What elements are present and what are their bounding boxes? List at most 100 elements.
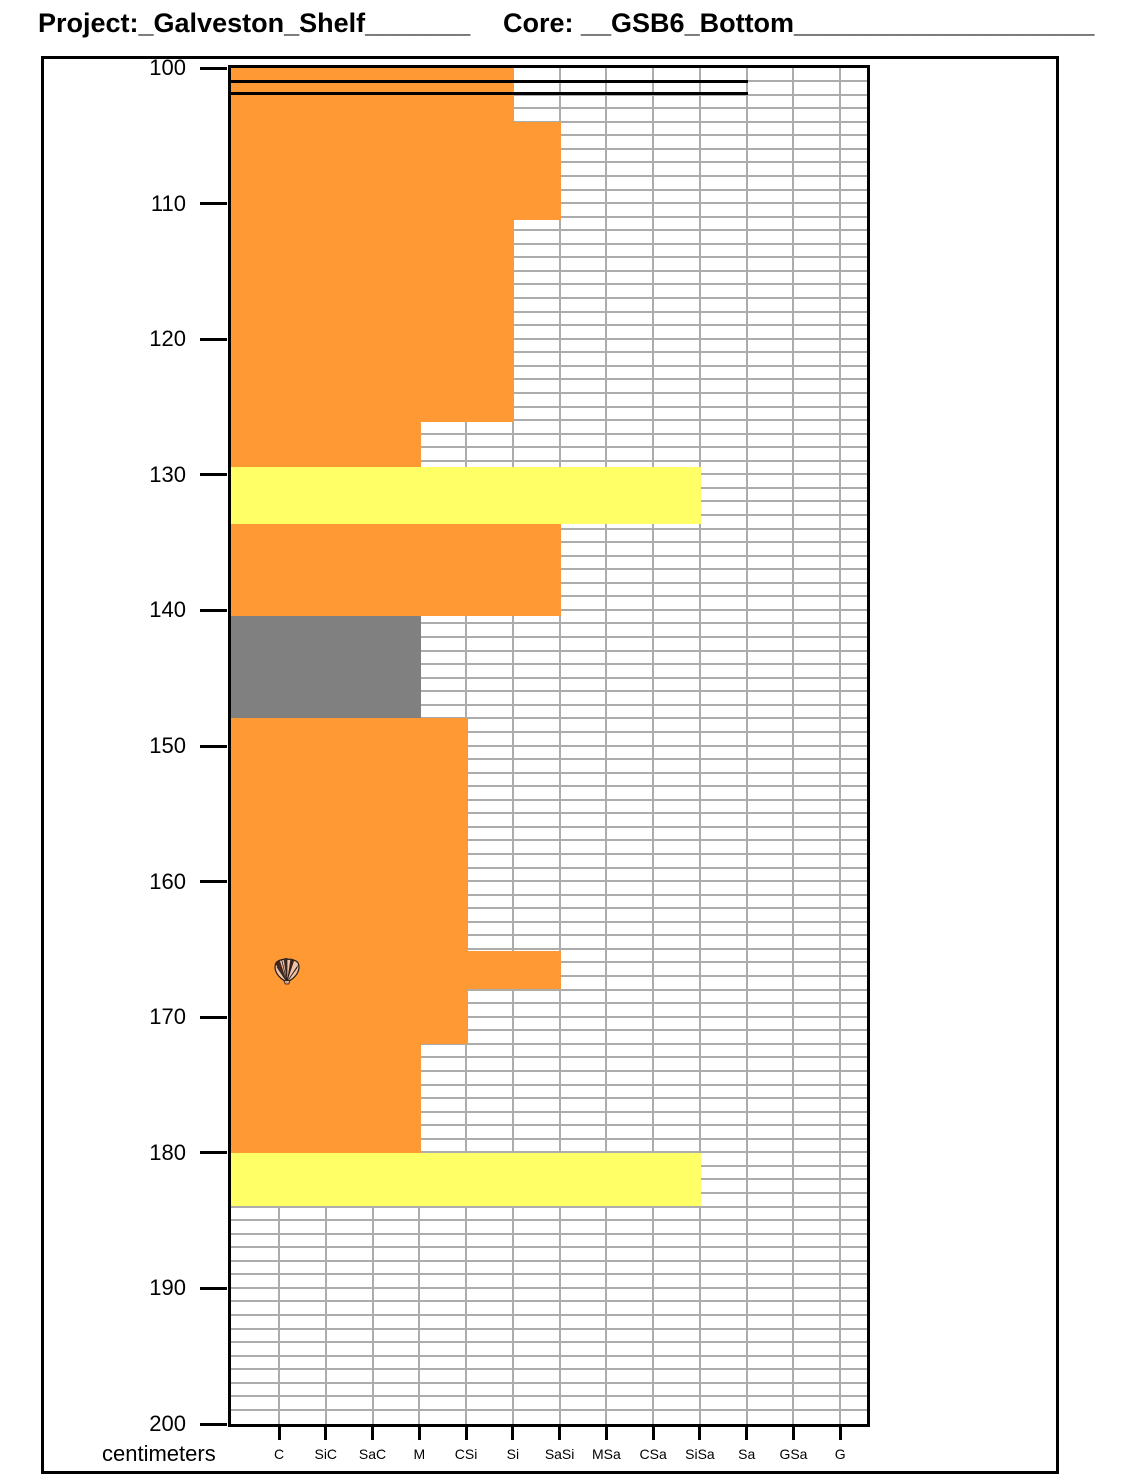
grain-size-tick: [604, 1427, 608, 1440]
grid-hline: [231, 1205, 867, 1208]
grid-hline: [231, 446, 867, 449]
grid-hline: [231, 1314, 867, 1317]
grid-hline: [231, 432, 867, 435]
grain-size-tick-label: C: [273, 1446, 285, 1462]
grid-hline: [231, 934, 867, 937]
depth-tick: [200, 473, 227, 477]
depth-tick-label: 170: [149, 1004, 186, 1030]
grid-hline: [231, 893, 867, 896]
grain-size-tick: [698, 1427, 702, 1440]
grain-size-tick-label: SaSi: [544, 1446, 575, 1462]
grid-hline: [231, 1368, 867, 1371]
grid-hline: [231, 1069, 867, 1072]
grid-hline: [231, 364, 867, 367]
grid-hline: [231, 1341, 867, 1344]
grain-size-tick-label: SiC: [314, 1446, 338, 1462]
grid-hline: [231, 636, 867, 639]
grid-hline: [231, 256, 867, 259]
grid-hline: [231, 1056, 867, 1059]
grain-size-tick-label: SiSa: [685, 1446, 715, 1462]
grid-hline: [231, 1151, 867, 1154]
grid-hline: [231, 1029, 867, 1032]
grid-vline: [558, 68, 561, 1424]
log-grid: [228, 65, 870, 1427]
grid-hline: [231, 459, 867, 462]
grid-hline: [231, 676, 867, 679]
grid-hline: [231, 1246, 867, 1249]
grid-hline: [231, 269, 867, 272]
depth-tick-label: 120: [149, 326, 186, 352]
grid-hline: [231, 771, 867, 774]
project-field: Project:_Galveston_Shelf_______: [38, 8, 471, 38]
lithology-bar-orange: [231, 219, 515, 422]
grid-hline: [231, 663, 867, 666]
grain-size-tick: [651, 1427, 655, 1440]
grain-size-tick-label: M: [413, 1446, 426, 1462]
grid-hline: [231, 1300, 867, 1303]
grid-vline: [792, 68, 795, 1424]
figure-frame: [41, 56, 1059, 1474]
grid-hline: [231, 839, 867, 842]
grain-size-tick-label: CSa: [639, 1446, 667, 1462]
depth-tick: [200, 1151, 227, 1155]
grid-hline: [231, 283, 867, 286]
grid-hline: [231, 812, 867, 815]
lithology-bar-yellow: [231, 1152, 702, 1206]
grid-hline: [231, 378, 867, 381]
grid-hline: [231, 1408, 867, 1411]
grid-hline: [231, 405, 867, 408]
grain-size-tick: [324, 1427, 328, 1440]
grid-hline: [231, 1002, 867, 1005]
grid-hline: [231, 337, 867, 340]
grain-size-tick: [417, 1427, 421, 1440]
lithology-bar-yellow: [231, 466, 702, 524]
depth-tick-label: 140: [149, 597, 186, 623]
grid-vline: [511, 68, 514, 1424]
depth-tick: [200, 337, 227, 341]
grid-vline: [605, 68, 608, 1424]
depth-tick: [200, 202, 227, 206]
grid-vline: [698, 68, 701, 1424]
grid-hline: [231, 1110, 867, 1113]
depth-tick-label: 110: [150, 190, 186, 216]
grid-hline: [231, 391, 867, 394]
grid-hline: [231, 419, 867, 422]
depth-tick: [200, 1015, 227, 1019]
grid-hline: [231, 717, 867, 720]
grid-hline: [231, 1381, 867, 1384]
grid-hline: [231, 120, 867, 123]
grain-size-tick: [558, 1427, 562, 1440]
grain-size-tick-label: MSa: [591, 1446, 621, 1462]
grain-size-tick: [464, 1427, 468, 1440]
grid-vline: [839, 68, 842, 1424]
grid-hline: [231, 730, 867, 733]
depth-tick-label: 180: [149, 1139, 186, 1165]
lithology-bar-gray: [231, 615, 421, 718]
grid-hline: [231, 1232, 867, 1235]
grid-hline: [231, 866, 867, 869]
grid-hline: [231, 744, 867, 747]
grid-hline: [231, 242, 867, 245]
lithology-bar-orange: [231, 122, 562, 220]
grid-hline: [231, 1286, 867, 1289]
grid-hline: [231, 1015, 867, 1018]
grid-hline: [231, 351, 867, 354]
grid-hline: [231, 880, 867, 883]
depth-tick: [200, 66, 227, 70]
grid-hline: [231, 229, 867, 232]
depth-tick: [200, 608, 227, 612]
grain-size-tick-label: CSi: [454, 1446, 478, 1462]
grid-hline: [231, 758, 867, 761]
grain-size-tick: [791, 1427, 795, 1440]
shell-icon: [271, 954, 303, 986]
grain-size-tick-label: Si: [506, 1446, 520, 1462]
depth-unit-label: centimeters: [102, 1441, 216, 1466]
grain-size-tick-label: GSa: [779, 1446, 808, 1462]
grid-hline: [231, 1097, 867, 1100]
grid-hline: [231, 825, 867, 828]
lithology-bar-orange: [231, 717, 468, 951]
contact-line: [231, 92, 749, 96]
depth-tick-label: 150: [149, 733, 186, 758]
depth-tick: [200, 1422, 227, 1426]
